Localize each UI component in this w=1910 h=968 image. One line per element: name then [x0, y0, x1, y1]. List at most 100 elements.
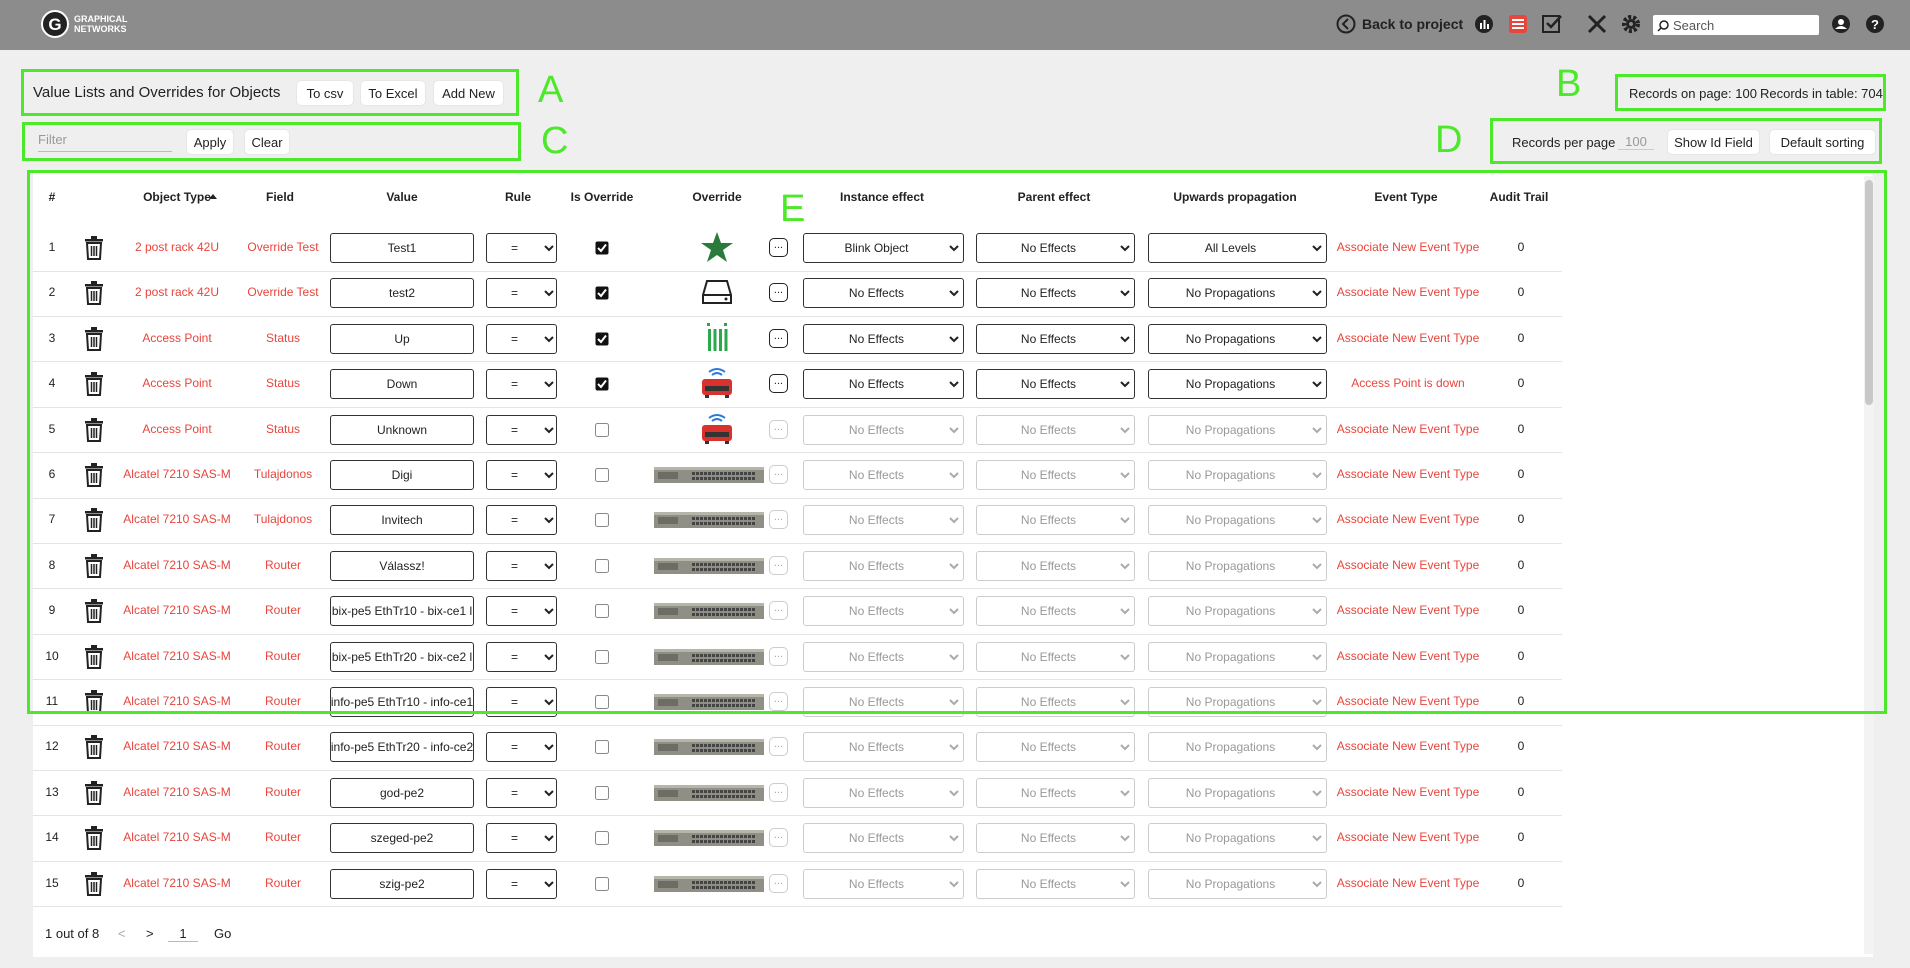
- delete-icon[interactable]: [84, 690, 104, 714]
- filter-input[interactable]: Filter: [38, 132, 172, 152]
- prev-page[interactable]: <: [118, 926, 126, 941]
- add-new-button[interactable]: Add New: [434, 81, 503, 105]
- field-link[interactable]: Status: [266, 376, 300, 390]
- event-type-link[interactable]: Associate New Event Type: [1337, 739, 1480, 753]
- object-type-link[interactable]: Alcatel 7210 SAS-M: [123, 512, 230, 526]
- event-type-link[interactable]: Associate New Event Type: [1337, 512, 1480, 526]
- value-input[interactable]: info-pe5 EthTr10 - info-ce1: [330, 687, 474, 717]
- reports-icon[interactable]: [1474, 14, 1494, 34]
- delete-icon[interactable]: [84, 508, 104, 532]
- to-excel-button[interactable]: To Excel: [361, 81, 425, 105]
- delete-icon[interactable]: [84, 554, 104, 578]
- field-link[interactable]: Router: [265, 603, 301, 617]
- more-button[interactable]: ...: [769, 329, 788, 348]
- more-button[interactable]: ...: [769, 692, 788, 711]
- more-button[interactable]: ...: [769, 874, 788, 893]
- more-button[interactable]: ...: [769, 465, 788, 484]
- field-link[interactable]: Router: [265, 649, 301, 663]
- back-to-project[interactable]: Back to project: [1362, 16, 1463, 32]
- default-sorting-button[interactable]: Default sorting: [1770, 130, 1875, 154]
- scrollbar-thumb[interactable]: [1865, 180, 1873, 405]
- value-input[interactable]: Digi: [330, 460, 474, 490]
- parent-effect-select[interactable]: No Effects: [976, 324, 1135, 354]
- object-type-link[interactable]: Access Point: [142, 331, 211, 345]
- tools-icon[interactable]: [1587, 14, 1607, 34]
- object-type-link[interactable]: Alcatel 7210 SAS-M: [123, 694, 230, 708]
- is-override-checkbox[interactable]: [595, 468, 609, 482]
- object-type-link[interactable]: Alcatel 7210 SAS-M: [123, 649, 230, 663]
- parent-effect-select[interactable]: No Effects: [976, 369, 1135, 399]
- delete-icon[interactable]: [84, 599, 104, 623]
- delete-icon[interactable]: [84, 735, 104, 759]
- is-override-checkbox[interactable]: [595, 286, 609, 300]
- delete-icon[interactable]: [84, 281, 104, 305]
- field-link[interactable]: Tulajdonos: [254, 512, 312, 526]
- object-type-link[interactable]: Alcatel 7210 SAS-M: [123, 876, 230, 890]
- delete-icon[interactable]: [84, 781, 104, 805]
- is-override-checkbox[interactable]: [595, 332, 609, 346]
- value-input[interactable]: Up: [330, 324, 474, 354]
- instance-effect-select[interactable]: No Effects: [803, 369, 964, 399]
- object-type-link[interactable]: Alcatel 7210 SAS-M: [123, 830, 230, 844]
- field-link[interactable]: Status: [266, 331, 300, 345]
- help-icon[interactable]: ?: [1865, 14, 1885, 34]
- field-link[interactable]: Router: [265, 694, 301, 708]
- object-type-link[interactable]: Access Point: [142, 376, 211, 390]
- event-type-link[interactable]: Associate New Event Type: [1337, 558, 1480, 572]
- more-button[interactable]: ...: [769, 828, 788, 847]
- is-override-checkbox[interactable]: [595, 241, 609, 255]
- search-box[interactable]: Search: [1653, 15, 1819, 35]
- is-override-checkbox[interactable]: [595, 423, 609, 437]
- to-csv-button[interactable]: To csv: [297, 81, 353, 105]
- upwards-propagation-select[interactable]: All Levels: [1148, 233, 1327, 263]
- is-override-checkbox[interactable]: [595, 604, 609, 618]
- object-type-link[interactable]: Access Point: [142, 422, 211, 436]
- value-input[interactable]: god-pe2: [330, 778, 474, 808]
- override-icon[interactable]: [699, 321, 735, 357]
- delete-icon[interactable]: [84, 236, 104, 260]
- tasks-icon[interactable]: [1542, 14, 1562, 34]
- delete-icon[interactable]: [84, 826, 104, 850]
- instance-effect-select[interactable]: Blink Object: [803, 233, 964, 263]
- more-button[interactable]: ...: [769, 374, 788, 393]
- more-button[interactable]: ...: [769, 556, 788, 575]
- field-link[interactable]: Status: [266, 422, 300, 436]
- object-type-link[interactable]: Alcatel 7210 SAS-M: [123, 739, 230, 753]
- upwards-propagation-select[interactable]: No Propagations: [1148, 278, 1327, 308]
- object-type-link[interactable]: Alcatel 7210 SAS-M: [123, 785, 230, 799]
- event-type-link[interactable]: Associate New Event Type: [1337, 422, 1480, 436]
- is-override-checkbox[interactable]: [595, 831, 609, 845]
- show-id-button[interactable]: Show Id Field: [1668, 130, 1759, 154]
- parent-effect-select[interactable]: No Effects: [976, 278, 1135, 308]
- delete-icon[interactable]: [84, 418, 104, 442]
- go-button[interactable]: Go: [214, 926, 231, 941]
- back-icon[interactable]: [1336, 14, 1356, 34]
- parent-effect-select[interactable]: No Effects: [976, 233, 1135, 263]
- more-button[interactable]: ...: [769, 737, 788, 756]
- is-override-checkbox[interactable]: [595, 650, 609, 664]
- event-type-link[interactable]: Associate New Event Type: [1337, 603, 1480, 617]
- page-input[interactable]: 1: [168, 926, 198, 942]
- upwards-propagation-select[interactable]: No Propagations: [1148, 369, 1327, 399]
- field-link[interactable]: Router: [265, 830, 301, 844]
- object-type-link[interactable]: 2 post rack 42U: [135, 240, 219, 254]
- delete-icon[interactable]: [84, 645, 104, 669]
- apply-button[interactable]: Apply: [187, 130, 233, 154]
- event-type-link[interactable]: Associate New Event Type: [1337, 285, 1480, 299]
- column-header[interactable]: Object Type: [143, 190, 211, 204]
- more-button[interactable]: ...: [769, 647, 788, 666]
- value-input[interactable]: bix-pe5 EthTr10 - bix-ce1 l: [330, 596, 474, 626]
- delete-icon[interactable]: [84, 463, 104, 487]
- delete-icon[interactable]: [84, 372, 104, 396]
- next-page[interactable]: >: [146, 926, 154, 941]
- value-input[interactable]: szig-pe2: [330, 869, 474, 899]
- value-input[interactable]: Válassz!: [330, 551, 474, 581]
- more-button[interactable]: ...: [769, 283, 788, 302]
- object-type-link[interactable]: 2 post rack 42U: [135, 285, 219, 299]
- object-type-link[interactable]: Alcatel 7210 SAS-M: [123, 467, 230, 481]
- list-icon[interactable]: [1508, 14, 1528, 34]
- event-type-link[interactable]: Access Point is down: [1351, 376, 1464, 390]
- is-override-checkbox[interactable]: [595, 695, 609, 709]
- event-type-link[interactable]: Associate New Event Type: [1337, 785, 1480, 799]
- more-button[interactable]: ...: [769, 510, 788, 529]
